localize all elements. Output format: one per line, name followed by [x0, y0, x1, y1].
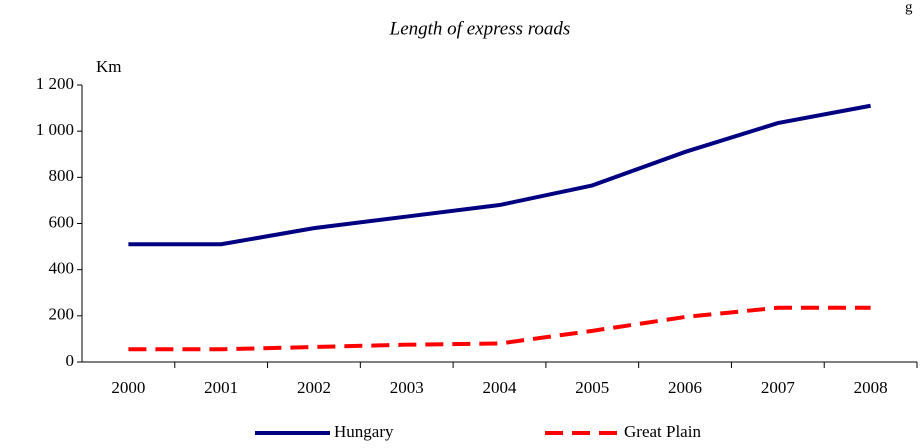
x-tick-label: 2007	[761, 378, 796, 397]
y-tick-label: 600	[49, 212, 75, 231]
chart-title: Length of express roads	[389, 18, 571, 39]
series-line	[128, 305, 871, 352]
legend-label: Hungary	[334, 422, 394, 441]
y-tick-label: 400	[49, 259, 75, 278]
x-tick-label: 2006	[668, 378, 702, 397]
y-tick-label: 200	[49, 305, 75, 324]
y-tick-label: 1 000	[36, 120, 74, 139]
x-tick-label: 2008	[854, 378, 888, 397]
y-tick-label: 800	[49, 166, 75, 185]
x-tick-label: 2005	[575, 378, 609, 397]
x-tick-label: 2002	[297, 378, 331, 397]
annotation: g	[905, 0, 913, 15]
y-tick-label: 0	[66, 351, 75, 370]
series-line	[128, 103, 871, 247]
y-axis-label: Km	[96, 57, 122, 76]
x-tick-label: 2004	[483, 378, 518, 397]
x-tick-label: 2003	[390, 378, 424, 397]
x-tick-label: 2001	[204, 378, 238, 397]
y-tick-label: 1 200	[36, 74, 74, 93]
legend-label: Great Plain	[624, 422, 701, 441]
x-tick-label: 2000	[111, 378, 145, 397]
